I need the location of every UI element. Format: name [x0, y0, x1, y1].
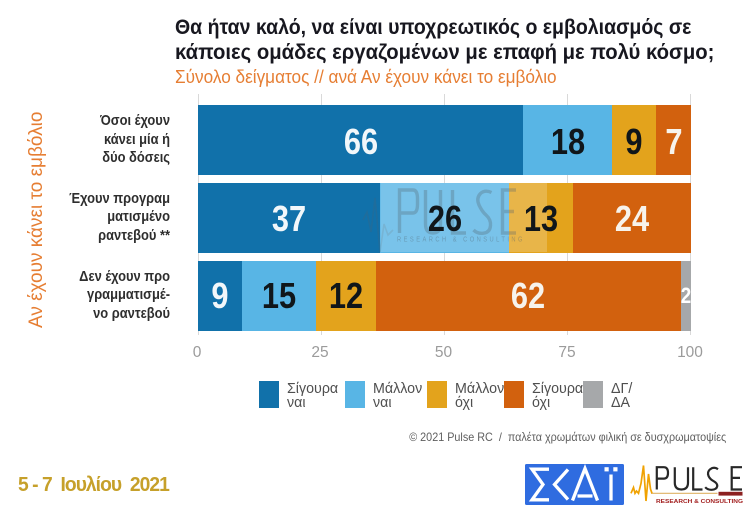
svg-text:RESEARCH & CONSULTING: RESEARCH & CONSULTING: [397, 237, 525, 244]
svg-text:RESEARCH & CONSULTING: RESEARCH & CONSULTING: [656, 499, 743, 505]
